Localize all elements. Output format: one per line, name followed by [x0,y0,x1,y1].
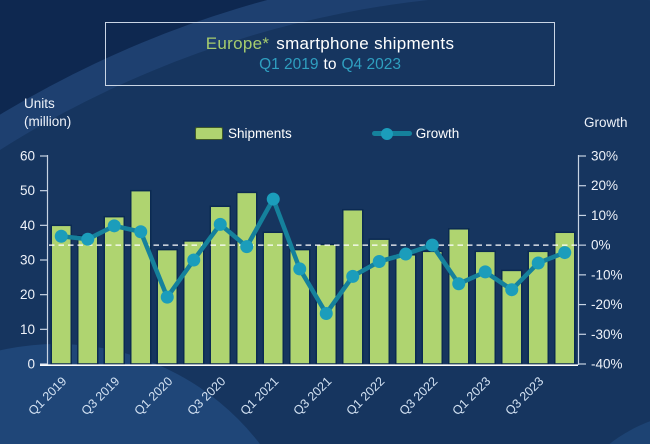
x-axis-label: Q1 2023 [450,374,494,418]
left-axis-title-line2: (million) [24,113,72,129]
growth-marker [187,253,201,267]
right-axis-tick-label: 20% [591,178,618,193]
growth-marker [531,256,545,270]
right-axis-tick-label: -40% [591,357,623,372]
subtitle-start-quarter: Q1 2019 [259,56,319,73]
shipments-bar [236,191,258,365]
growth-marker [346,269,360,283]
left-axis-tick-label: 60 [20,149,35,164]
title-region: Europe* [205,34,270,53]
growth-marker [240,240,254,254]
shipments-bar [156,248,178,365]
right-axis-tick-label: -10% [591,267,623,282]
legend-growth-label: Growth [415,126,460,141]
right-axis-tick-label: 0% [591,238,611,253]
x-axis-label: Q3 2020 [185,374,229,418]
left-axis-tick-label: 40 [20,218,35,233]
chart-title-box: Europe* smartphone shipments Q1 2019 to Q4 … [105,22,555,86]
shipments-bar [421,250,443,365]
growth-marker [266,192,280,206]
chart-subtitle: Q1 2019 to Q4 2023 [259,56,401,74]
right-axis-tick-label: 30% [591,149,618,164]
left-axis-title: Units (million) [24,95,71,130]
title-rest: smartphone shipments [276,34,455,53]
shipments-bar [50,224,72,365]
growth-line-icon [371,127,412,140]
x-axis-label: Q1 2020 [132,374,176,418]
shipments-swatch-icon [195,127,223,140]
growth-marker [160,290,174,304]
x-axis-label: Q3 2022 [397,374,441,418]
legend-shipments-label: Shipments [228,126,292,141]
growth-marker [399,247,413,261]
x-axis-label: Q3 2019 [79,374,123,418]
growth-marker [134,225,148,239]
growth-marker [425,238,439,252]
growth-marker [372,254,386,268]
growth-marker [558,246,572,260]
subtitle-end-quarter: Q4 2023 [341,56,401,73]
legend-item-shipments: Shipments [195,126,292,141]
legend-item-growth: Growth [371,126,460,141]
legend: Shipments Growth [195,126,459,141]
growth-marker [293,262,307,276]
right-axis-tick-label: 10% [591,208,618,223]
growth-marker [505,283,519,297]
x-axis-label: Q1 2022 [344,374,388,418]
left-axis-title-line1: Units [24,96,55,111]
x-axis-label: Q1 2021 [238,374,282,418]
x-axis-label: Q1 2019 [26,374,70,418]
left-axis-tick-label: 50 [20,183,35,198]
x-axis-label: Q3 2021 [291,374,335,418]
right-axis-tick-label: -30% [591,327,623,342]
growth-marker [81,232,95,246]
growth-marker [107,219,121,233]
right-axis-title: Growth [584,115,628,130]
growth-marker [213,217,227,231]
shipments-bar [103,215,125,365]
left-axis-tick-label: 30 [20,253,35,268]
shipments-bar [395,254,417,365]
shipments-bar [448,228,470,365]
growth-marker [452,277,466,291]
growth-marker [478,265,492,279]
subtitle-join: to [323,56,337,73]
right-axis-tick-label: -20% [591,297,623,312]
growth-marker [54,229,68,243]
shipments-bar [130,189,152,365]
shipments-bar [77,234,99,365]
growth-dot-icon [380,127,393,140]
x-axis-label: Q3 2023 [503,374,547,418]
chart-title: Europe* smartphone shipments [206,34,455,54]
left-axis-tick-label: 10 [20,322,35,337]
growth-marker [319,306,333,320]
shipments-bar [262,231,284,365]
left-axis-tick-label: 20 [20,287,35,302]
left-axis-tick-label: 0 [27,357,35,372]
